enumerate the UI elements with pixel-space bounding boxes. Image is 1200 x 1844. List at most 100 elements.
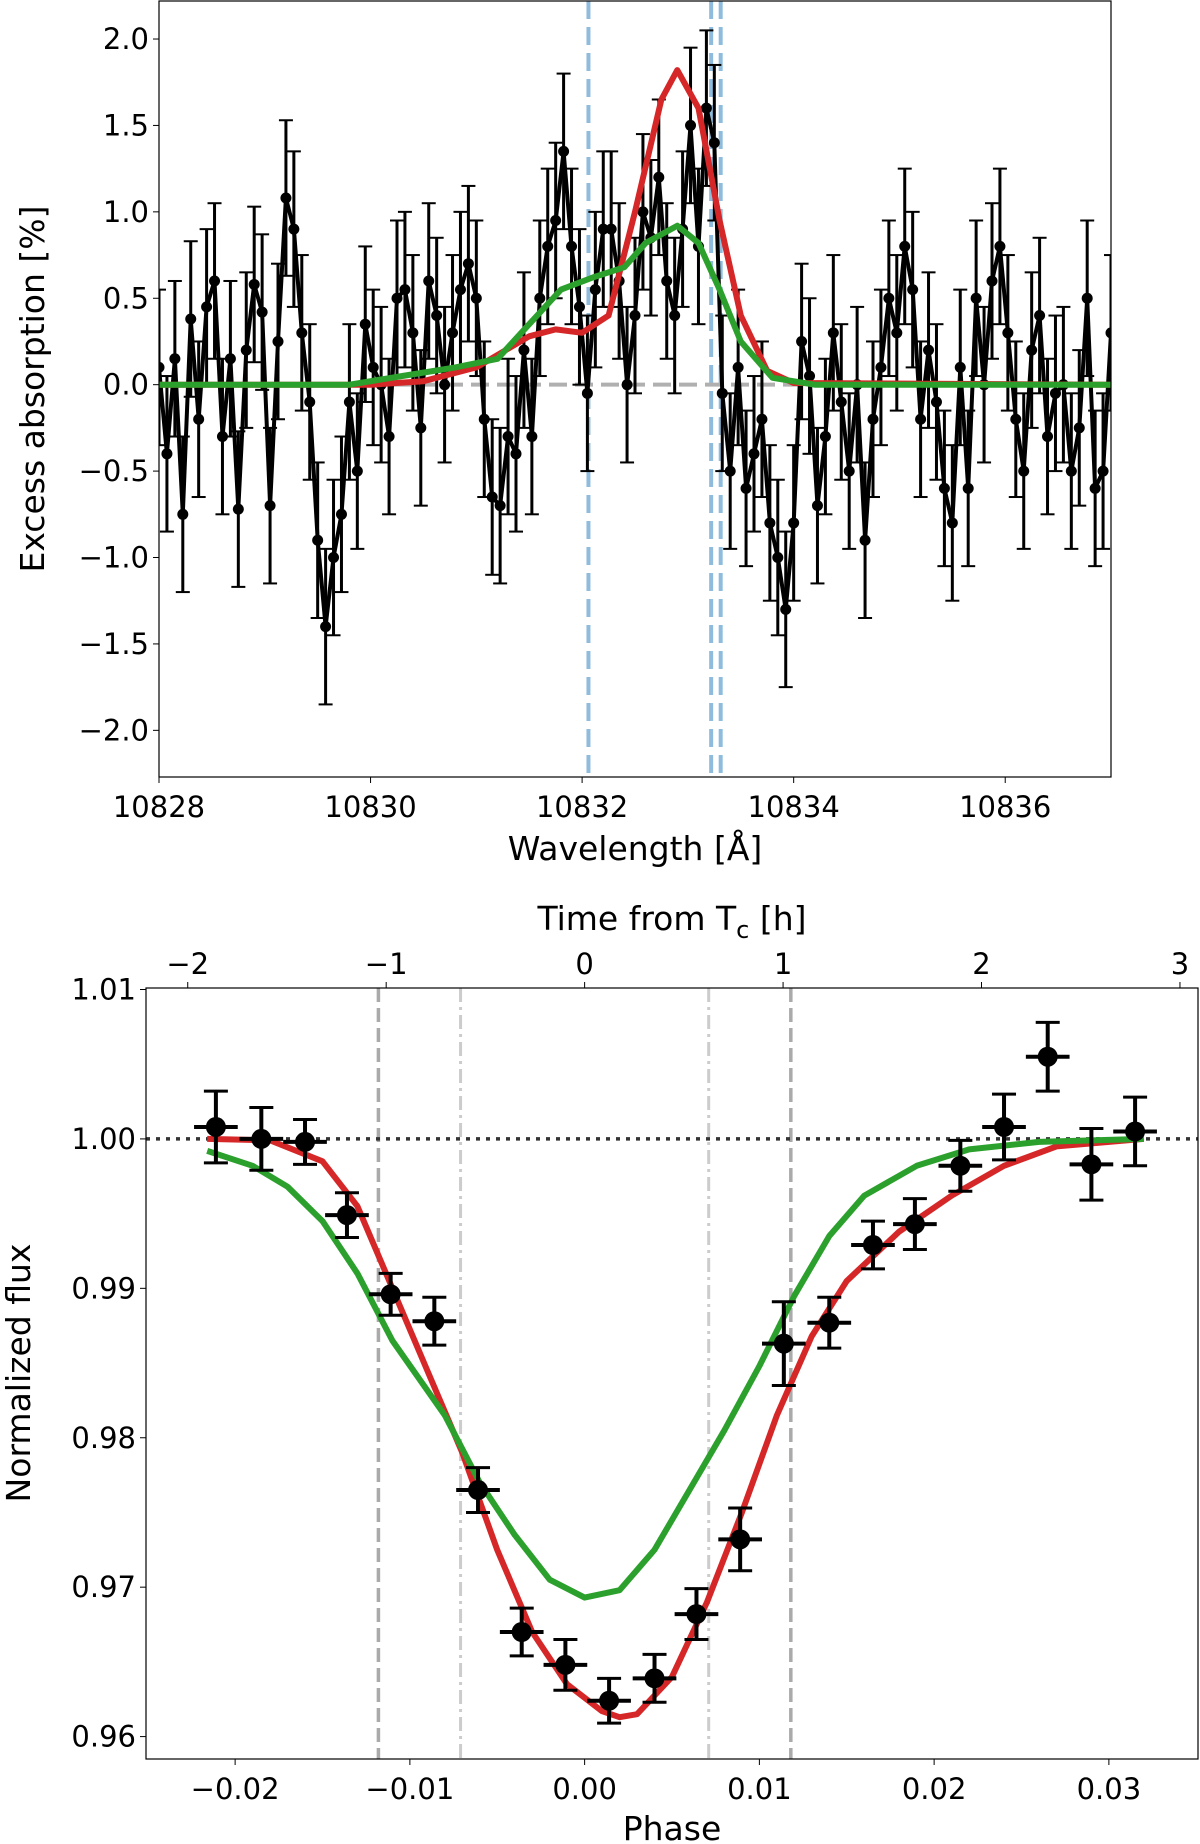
y-tick-label: 0.96 bbox=[71, 1720, 136, 1754]
data-point bbox=[661, 275, 673, 287]
y-tick-label: 0.98 bbox=[71, 1421, 136, 1455]
data-point bbox=[730, 1529, 751, 1550]
data-point bbox=[772, 552, 784, 564]
data-point bbox=[367, 361, 379, 373]
data-point bbox=[1065, 465, 1077, 477]
data-point bbox=[685, 119, 697, 131]
data-point bbox=[700, 102, 712, 114]
data-point bbox=[637, 206, 649, 218]
data-point bbox=[454, 284, 466, 296]
data-point bbox=[296, 327, 308, 339]
data-point bbox=[716, 387, 728, 399]
data-point bbox=[915, 413, 927, 425]
data-point bbox=[328, 552, 340, 564]
data-point bbox=[1018, 465, 1030, 477]
data-point bbox=[827, 327, 839, 339]
data-point bbox=[534, 292, 546, 304]
data-point bbox=[589, 284, 601, 296]
data-point bbox=[780, 603, 792, 615]
data-point bbox=[883, 292, 895, 304]
data-point bbox=[644, 1668, 665, 1689]
y-tick-label: 2.0 bbox=[103, 22, 149, 56]
data-point bbox=[867, 413, 879, 425]
data-point bbox=[946, 517, 958, 529]
data-point bbox=[431, 310, 443, 322]
x-tick-label: 0.03 bbox=[1077, 1772, 1142, 1806]
data-point bbox=[555, 1654, 576, 1675]
data-point bbox=[264, 500, 276, 512]
data-point bbox=[994, 240, 1006, 252]
top-x-tick-label: 0 bbox=[575, 947, 593, 981]
top-label-main: Time from T bbox=[536, 899, 737, 938]
data-point bbox=[177, 508, 189, 520]
lightcurve-top-axis-label: Time from Tc [h] bbox=[536, 899, 806, 944]
data-point bbox=[511, 1621, 532, 1642]
y-tick-label: 0.99 bbox=[71, 1271, 136, 1305]
y-tick-label: −0.5 bbox=[79, 454, 149, 488]
data-point bbox=[923, 344, 935, 356]
data-point bbox=[605, 223, 617, 235]
data-point bbox=[383, 431, 395, 443]
data-point bbox=[1034, 310, 1046, 322]
y-tick-label: −1.0 bbox=[79, 541, 149, 575]
data-point bbox=[439, 379, 451, 391]
data-point bbox=[510, 448, 522, 460]
x-tick-label: 0.00 bbox=[552, 1772, 617, 1806]
spectrum-panel: 10828 10830 10832 10834 10836 −2.0 −1.5 −1.0 −0.… bbox=[79, 0, 1112, 824]
x-tick-label: 10830 bbox=[324, 790, 416, 824]
data-point bbox=[904, 1214, 925, 1235]
data-point bbox=[169, 353, 181, 365]
data-point bbox=[280, 192, 292, 204]
data-point bbox=[653, 171, 665, 183]
data-point bbox=[312, 534, 324, 546]
data-point bbox=[970, 292, 982, 304]
lightcurve-x-axis-label: Phase bbox=[623, 1809, 722, 1844]
top-x-tick-label: 2 bbox=[972, 947, 990, 981]
data-point bbox=[875, 361, 887, 373]
data-point bbox=[224, 353, 236, 365]
data-point bbox=[359, 318, 371, 330]
data-point bbox=[748, 448, 760, 460]
top-label-subscript: c bbox=[736, 916, 749, 944]
data-point bbox=[788, 517, 800, 529]
data-point bbox=[295, 1131, 316, 1152]
data-point bbox=[478, 413, 490, 425]
x-tick-label: 0.01 bbox=[727, 1772, 792, 1806]
data-point bbox=[468, 1480, 489, 1501]
data-point bbox=[899, 240, 911, 252]
model-green-line bbox=[206, 1135, 1144, 1601]
model-green-line bbox=[159, 222, 1111, 388]
data-point bbox=[1042, 431, 1054, 443]
data-point bbox=[930, 396, 942, 408]
data-point bbox=[272, 335, 284, 347]
data-point bbox=[986, 275, 998, 287]
x-tick-label: 10836 bbox=[959, 790, 1051, 824]
data-point bbox=[1125, 1121, 1146, 1142]
x-tick-label: 0.02 bbox=[902, 1772, 967, 1806]
data-point bbox=[518, 344, 530, 356]
x-tick-label: −0.01 bbox=[365, 1772, 454, 1806]
lightcurve-y-axis-label: Normalized flux bbox=[0, 1244, 38, 1503]
data-point bbox=[232, 503, 244, 515]
data-point bbox=[391, 292, 403, 304]
data-point bbox=[502, 431, 514, 443]
y-tick-label: 1.01 bbox=[71, 972, 136, 1006]
data-point bbox=[462, 258, 474, 270]
data-point bbox=[621, 379, 633, 391]
data-point bbox=[724, 465, 736, 477]
data-point bbox=[950, 1155, 971, 1176]
data-point bbox=[859, 534, 871, 546]
data-point bbox=[907, 284, 919, 296]
data-point bbox=[764, 517, 776, 529]
data-point bbox=[773, 1333, 794, 1354]
y-tick-label: 0.5 bbox=[103, 281, 149, 315]
top-x-tick-label: −1 bbox=[365, 947, 408, 981]
data-point bbox=[415, 422, 427, 434]
data-point bbox=[193, 413, 205, 425]
data-point bbox=[205, 1116, 226, 1137]
data-point bbox=[811, 500, 823, 512]
data-point bbox=[343, 396, 355, 408]
lightcurve-panel: −0.02 −0.01 0.00 0.01 0.02 0.03 0.96 0.97 0.98 0.… bbox=[71, 947, 1199, 1806]
data-point bbox=[494, 500, 506, 512]
data-point bbox=[1081, 292, 1093, 304]
